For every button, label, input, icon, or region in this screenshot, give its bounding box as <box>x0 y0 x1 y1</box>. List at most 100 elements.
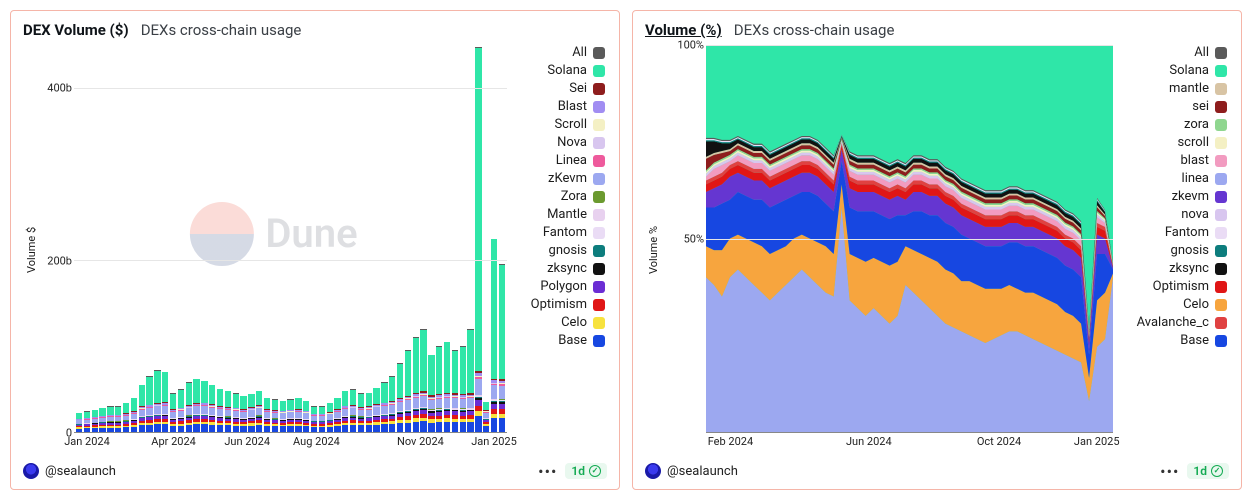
legend-swatch-icon <box>593 245 605 257</box>
legend-item[interactable]: All <box>1194 45 1227 60</box>
bar <box>327 403 333 432</box>
legend-item[interactable]: blast <box>1181 153 1228 168</box>
bar <box>389 376 395 432</box>
legend-swatch-icon <box>593 335 605 347</box>
refresh-badge[interactable]: 1d ✓ <box>1187 463 1229 479</box>
refresh-badge[interactable]: 1d ✓ <box>565 463 607 479</box>
legend-item[interactable]: Fantom <box>543 225 605 240</box>
bar <box>264 398 270 432</box>
legend-item[interactable]: Nova <box>557 135 605 150</box>
bar <box>92 410 98 432</box>
legend-item[interactable]: All <box>572 45 605 60</box>
y-axis-label: Volume % <box>645 45 662 455</box>
legend-swatch-icon <box>1215 281 1227 293</box>
legend-swatch-icon <box>593 263 605 275</box>
bar <box>162 372 168 432</box>
bar <box>311 406 317 432</box>
bar <box>428 355 434 432</box>
legend-swatch-icon <box>1215 119 1227 131</box>
legend-swatch-icon <box>1215 65 1227 77</box>
legend-swatch-icon <box>1215 263 1227 275</box>
legend-item[interactable]: gnosis <box>1171 243 1227 258</box>
x-tick: Jan 2024 <box>64 435 110 448</box>
bar <box>178 389 184 432</box>
legend-item[interactable]: zksync <box>1169 261 1227 276</box>
legend-swatch-icon <box>1215 209 1227 221</box>
legend-item[interactable]: Optimism <box>531 297 605 312</box>
y-tick: 200b <box>40 254 72 267</box>
legend-swatch-icon <box>593 173 605 185</box>
legend-item[interactable]: Polygon <box>540 279 605 294</box>
legend-item[interactable]: mantle <box>1169 81 1227 96</box>
legend-item[interactable]: scroll <box>1177 135 1227 150</box>
legend-item[interactable]: Linea <box>556 153 605 168</box>
y-tick: 50% <box>662 233 704 246</box>
author[interactable]: @sealaunch <box>645 463 738 479</box>
legend-item[interactable]: Scroll <box>554 117 605 132</box>
bar <box>475 47 481 432</box>
legend-item[interactable]: Celo <box>561 315 605 330</box>
legend-item[interactable]: Avalanche_c <box>1137 315 1227 330</box>
bar <box>373 387 379 432</box>
bar <box>146 376 152 432</box>
legend-item[interactable]: Optimism <box>1153 279 1227 294</box>
legend-item[interactable]: sei <box>1192 99 1227 114</box>
legend-swatch-icon <box>1215 101 1227 113</box>
legend-item[interactable]: nova <box>1181 207 1227 222</box>
legend-swatch-icon <box>593 227 605 239</box>
legend-item[interactable]: gnosis <box>549 243 605 258</box>
legend-item[interactable]: Blast <box>558 99 605 114</box>
x-tick: Oct 2024 <box>977 435 1021 448</box>
legend-item[interactable]: zora <box>1184 117 1227 132</box>
legend-swatch-icon <box>593 191 605 203</box>
panel-header: Volume (%) DEXs cross-chain usage <box>645 21 1229 39</box>
legend-swatch-icon <box>593 101 605 113</box>
bar <box>405 350 411 432</box>
menu-dots-icon[interactable]: ••• <box>538 462 557 481</box>
bar <box>491 239 497 433</box>
legend-item[interactable]: Solana <box>1169 63 1227 78</box>
bar <box>123 403 129 432</box>
bar <box>240 396 246 432</box>
legend-swatch-icon <box>593 299 605 311</box>
bar <box>366 392 372 432</box>
bar <box>186 382 192 432</box>
bar <box>131 398 137 432</box>
legend-item[interactable]: Base <box>1180 333 1227 348</box>
menu-dots-icon[interactable]: ••• <box>1160 462 1179 481</box>
bar <box>303 401 309 432</box>
legend-item[interactable]: Zora <box>561 189 605 204</box>
legend: All Solana Sei Blast Scroll Nova Linea zKevm Zor… <box>513 45 607 455</box>
bar <box>272 399 278 432</box>
author-avatar-icon <box>645 463 661 479</box>
bar <box>342 391 348 432</box>
legend-item[interactable]: zkevm <box>1172 189 1227 204</box>
legend-item[interactable]: zKevm <box>548 171 605 186</box>
legend-swatch-icon <box>1215 317 1227 329</box>
bar <box>444 342 450 432</box>
legend-item[interactable]: linea <box>1182 171 1227 186</box>
legend-item[interactable]: zksync <box>547 261 605 276</box>
bar-chart: Dune 0200b400b Jan 2024Apr 2024Jun 2024A… <box>40 45 507 455</box>
bar <box>170 393 176 432</box>
author-avatar-icon <box>23 463 39 479</box>
legend-item[interactable]: Mantle <box>547 207 605 222</box>
bar <box>233 393 239 432</box>
dashboard-row: DEX Volume ($) DEXs cross-chain usage Vo… <box>10 10 1242 490</box>
bar <box>334 398 340 432</box>
legend-item[interactable]: Celo <box>1183 297 1227 312</box>
bar <box>499 264 505 432</box>
legend-item[interactable]: Fantom <box>1165 225 1227 240</box>
author[interactable]: @sealaunch <box>23 463 116 479</box>
legend-swatch-icon <box>1215 335 1227 347</box>
legend-item[interactable]: Base <box>558 333 605 348</box>
legend-swatch-icon <box>1215 155 1227 167</box>
panel-subtitle: DEXs cross-chain usage <box>734 21 895 39</box>
bar <box>319 406 325 432</box>
legend-item[interactable]: Sei <box>569 81 605 96</box>
bar <box>460 346 466 432</box>
bar <box>76 413 82 432</box>
legend-item[interactable]: Solana <box>547 63 605 78</box>
legend-swatch-icon <box>1215 191 1227 203</box>
panel-title: DEX Volume ($) <box>23 21 129 39</box>
